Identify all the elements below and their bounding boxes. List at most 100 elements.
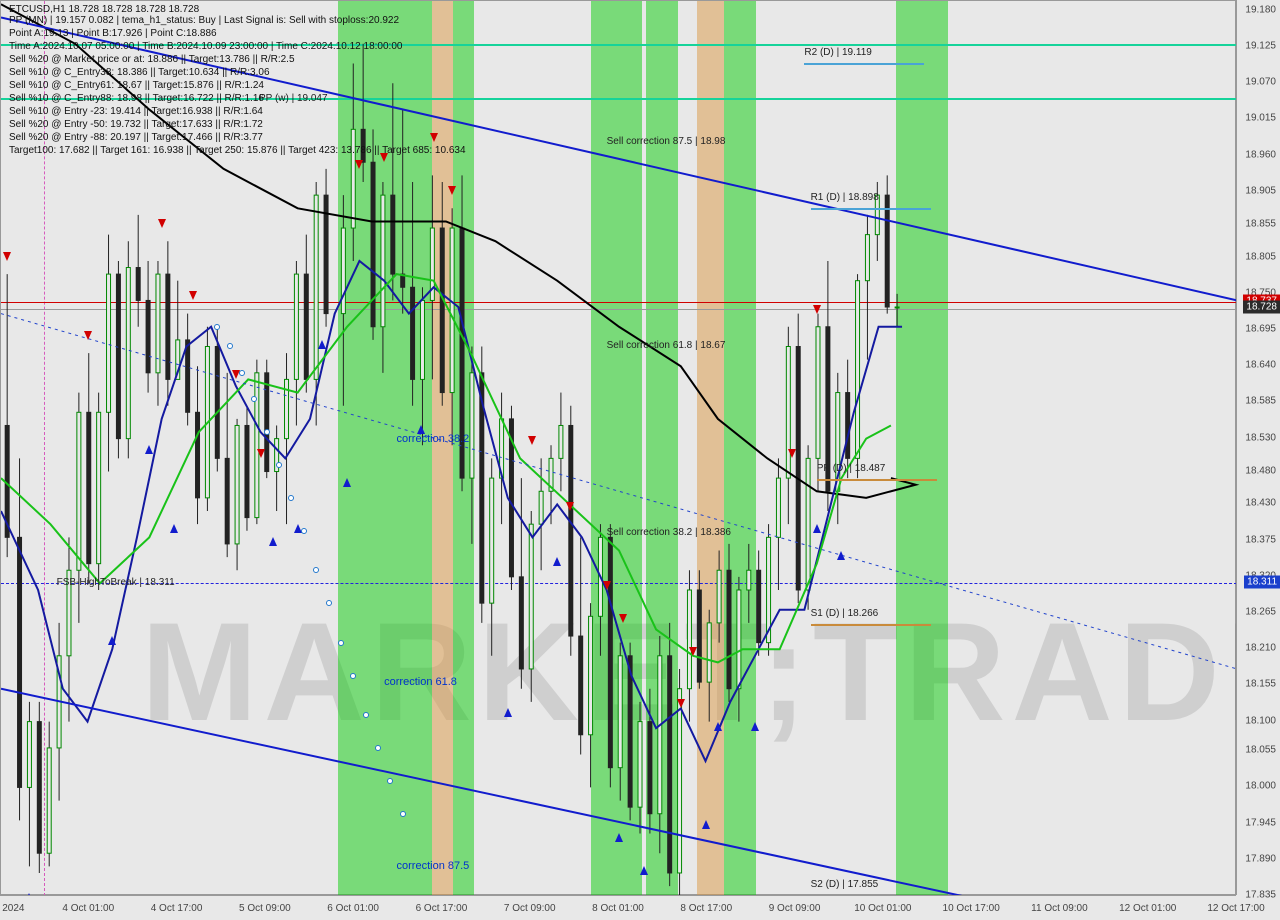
pivot-label: R2 (D) | 19.119 bbox=[804, 47, 871, 58]
session-zone bbox=[697, 1, 724, 896]
arrow-up-icon bbox=[702, 820, 710, 829]
time-tick: 12 Oct 01:00 bbox=[1119, 903, 1176, 914]
price-tick: 18.855 bbox=[1245, 218, 1276, 229]
pp-w-label: PP (w) | 19.047 bbox=[259, 93, 328, 104]
time-tick: 9 Oct 09:00 bbox=[769, 903, 821, 914]
price-tick: 18.480 bbox=[1245, 465, 1276, 476]
price-tick: 18.695 bbox=[1245, 324, 1276, 335]
info-line: Sell %20 @ Market price or at: 18.886 ||… bbox=[9, 54, 295, 65]
info-line: Target100: 17.682 || Target 161: 16.938 … bbox=[9, 145, 466, 156]
marker-circle-icon bbox=[251, 396, 257, 402]
arrow-down-icon bbox=[355, 160, 363, 169]
price-tick: 18.905 bbox=[1245, 185, 1276, 196]
arrow-down-icon bbox=[528, 436, 536, 445]
session-zone bbox=[338, 1, 370, 896]
pivot-line bbox=[811, 624, 931, 626]
pivot-label: S2 (D) | 17.855 bbox=[811, 879, 879, 890]
time-tick: 4 Oct 17:00 bbox=[151, 903, 203, 914]
pivot-line bbox=[817, 479, 937, 481]
marker-circle-icon bbox=[400, 811, 406, 817]
chart-label: Sell correction 61.8 | 18.67 bbox=[607, 340, 726, 351]
session-zone bbox=[724, 1, 756, 896]
pivot-label: S1 (D) | 18.266 bbox=[811, 608, 879, 619]
marker-circle-icon bbox=[338, 640, 344, 646]
session-zone bbox=[646, 1, 678, 896]
price-tick: 18.805 bbox=[1245, 251, 1276, 262]
arrow-down-icon bbox=[788, 449, 796, 458]
info-line: Sell %10 @ C_Entry88: 18.98 || Target:16… bbox=[9, 93, 264, 104]
arrow-down-icon bbox=[189, 291, 197, 300]
time-tick: 3 Oct 2024 bbox=[0, 903, 24, 914]
chart-label: correction 38.2 bbox=[397, 433, 470, 445]
marker-circle-icon bbox=[375, 745, 381, 751]
time-tick: 4 Oct 01:00 bbox=[62, 903, 114, 914]
marker-circle-icon bbox=[276, 462, 282, 468]
marker-circle-icon bbox=[350, 673, 356, 679]
hline bbox=[1, 583, 1237, 584]
time-tick: 6 Oct 01:00 bbox=[327, 903, 379, 914]
arrow-down-icon bbox=[158, 219, 166, 228]
pivot-label: PP (D) | 18.487 bbox=[817, 463, 886, 474]
arrow-up-icon bbox=[318, 340, 326, 349]
chart-label: Sell correction 38.2 | 18.386 bbox=[607, 527, 731, 538]
marker-circle-icon bbox=[313, 567, 319, 573]
price-tick: 17.835 bbox=[1245, 890, 1276, 901]
marker-circle-icon bbox=[264, 429, 270, 435]
price-tick: 17.945 bbox=[1245, 817, 1276, 828]
hline bbox=[1, 309, 1237, 310]
price-tick: 19.015 bbox=[1245, 113, 1276, 124]
arrow-up-icon bbox=[170, 524, 178, 533]
info-line: Time A:2024.10.07 05:00:00 | Time B:2024… bbox=[9, 41, 402, 52]
marker-circle-icon bbox=[326, 600, 332, 606]
chart-label: correction 61.8 bbox=[384, 676, 457, 688]
price-tick: 19.070 bbox=[1245, 77, 1276, 88]
pivot-label: R1 (D) | 18.898 bbox=[811, 192, 879, 203]
marker-circle-icon bbox=[214, 324, 220, 330]
chart-area[interactable]: MARKET;TRADE ETCUSD,H1 18.728 18.728 18.… bbox=[0, 0, 1236, 895]
price-tick: 18.585 bbox=[1245, 396, 1276, 407]
price-tick: 18.265 bbox=[1245, 607, 1276, 618]
info-line: PP (MN) | 19.157 0.082 | tema_h1_status:… bbox=[9, 15, 399, 26]
chart-label: FSB-HighToBreak | 18.311 bbox=[57, 577, 175, 588]
price-tick: 18.430 bbox=[1245, 498, 1276, 509]
price-tick: 18.960 bbox=[1245, 149, 1276, 160]
info-line: Point A:19.13 | Point B:17.926 | Point C… bbox=[9, 28, 217, 39]
time-tick: 8 Oct 17:00 bbox=[680, 903, 732, 914]
marker-circle-icon bbox=[301, 528, 307, 534]
time-tick: 12 Oct 17:00 bbox=[1207, 903, 1264, 914]
marker-circle-icon bbox=[363, 712, 369, 718]
hline bbox=[1, 302, 1237, 303]
arrow-up-icon bbox=[813, 524, 821, 533]
arrow-down-icon bbox=[677, 699, 685, 708]
price-tick: 18.375 bbox=[1245, 534, 1276, 545]
session-zone bbox=[591, 1, 643, 896]
arrow-up-icon bbox=[837, 551, 845, 560]
arrow-up-icon bbox=[269, 537, 277, 546]
time-tick: 10 Oct 01:00 bbox=[854, 903, 911, 914]
info-line: Sell %20 @ Entry -50: 19.732 || Target:1… bbox=[9, 119, 263, 130]
pivot-line bbox=[811, 208, 931, 210]
info-line: Sell %10 @ Entry -23: 19.414 || Target:1… bbox=[9, 106, 263, 117]
price-tick: 18.055 bbox=[1245, 745, 1276, 756]
arrow-down-icon bbox=[566, 502, 574, 511]
time-tick: 8 Oct 01:00 bbox=[592, 903, 644, 914]
price-tick: 17.890 bbox=[1245, 853, 1276, 864]
arrow-up-icon bbox=[417, 425, 425, 434]
time-tick: 5 Oct 09:00 bbox=[239, 903, 291, 914]
price-tick: 18.530 bbox=[1245, 432, 1276, 443]
price-axis: 19.18019.12519.07019.01518.96018.90518.8… bbox=[1236, 0, 1280, 895]
session-zone bbox=[453, 1, 474, 896]
arrow-down-icon bbox=[3, 252, 11, 261]
time-tick: 7 Oct 09:00 bbox=[504, 903, 556, 914]
arrow-up-icon bbox=[343, 478, 351, 487]
price-tick: 18.155 bbox=[1245, 679, 1276, 690]
arrow-down-icon bbox=[257, 449, 265, 458]
price-tick: 19.180 bbox=[1245, 4, 1276, 15]
arrow-up-icon bbox=[615, 833, 623, 842]
symbol-header: ETCUSD,H1 18.728 18.728 18.728 18.728 bbox=[9, 4, 199, 15]
chart-label: correction 87.5 bbox=[397, 860, 470, 872]
arrow-down-icon bbox=[380, 153, 388, 162]
arrow-down-icon bbox=[813, 305, 821, 314]
session-zone bbox=[371, 1, 433, 896]
arrow-down-icon bbox=[619, 614, 627, 623]
